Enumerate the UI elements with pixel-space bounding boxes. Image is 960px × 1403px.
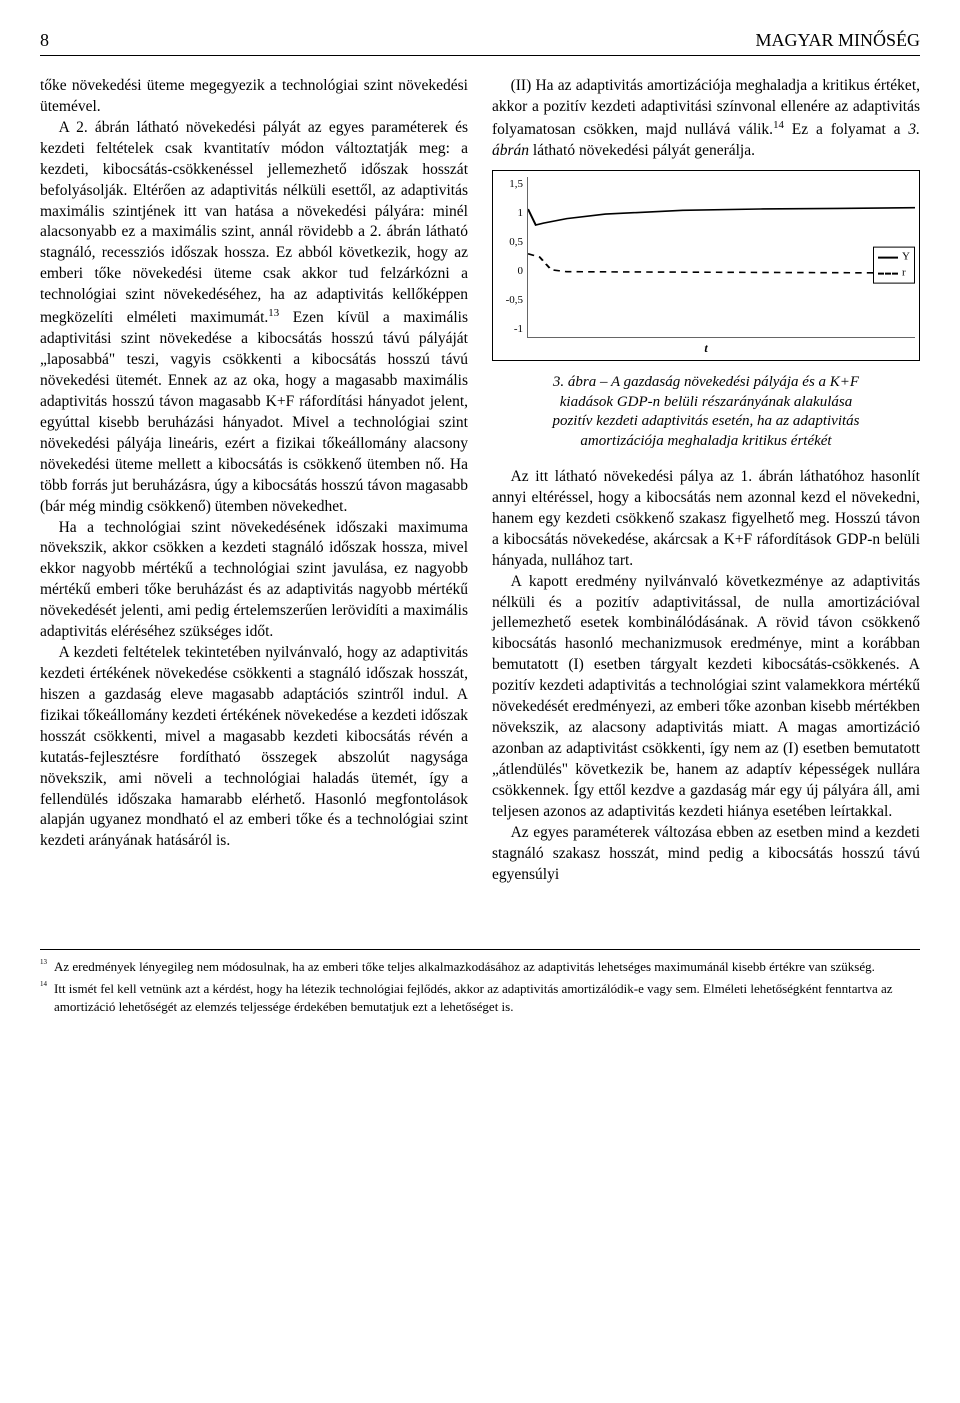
legend-item: Y xyxy=(878,250,910,265)
chart-x-label: t xyxy=(497,340,915,356)
paragraph: A kezdeti feltételek tekintetében nyilvá… xyxy=(40,643,468,852)
paragraph: tőke növekedési üteme megegyezik a techn… xyxy=(40,76,468,118)
solid-line-icon xyxy=(878,257,898,259)
page-header: 8 MAGYAR MINŐSÉG xyxy=(40,30,920,56)
footnote-ref: 14 xyxy=(773,119,784,131)
chart-y-axis: 1,5 1 0,5 0 -0,5 -1 xyxy=(497,177,527,337)
figure-caption: 3. ábra – A gazdaság növekedési pályája … xyxy=(492,373,920,451)
growth-chart: 1,5 1 0,5 0 -0,5 -1 t xyxy=(492,170,920,361)
paragraph: Az itt látható növekedési pálya az 1. áb… xyxy=(492,467,920,572)
paragraph: Ha a technológiai szint növekedésének id… xyxy=(40,518,468,644)
footnote: 14 Itt ismét fel kell vetnünk azt a kérd… xyxy=(40,980,920,1015)
page-number: 8 xyxy=(40,30,49,51)
dashed-line-icon xyxy=(878,272,898,274)
chart-legend: Y r xyxy=(873,247,915,284)
paragraph: A 2. ábrán látható növekedési pályát az … xyxy=(40,118,468,518)
paragraph: A kapott eredmény nyilvánvaló következmé… xyxy=(492,572,920,823)
left-column: tőke növekedési üteme megegyezik a techn… xyxy=(40,76,468,885)
chart-plot-area xyxy=(527,177,915,338)
footnotes: 13 Az eredmények lényegileg nem módosuln… xyxy=(40,949,920,1015)
chart-svg xyxy=(528,177,915,337)
journal-title: MAGYAR MINŐSÉG xyxy=(755,30,920,51)
footnote-number: 13 xyxy=(40,958,54,976)
series-y-line xyxy=(528,208,915,225)
paragraph: (II) Ha az adaptivitás amortizációja meg… xyxy=(492,76,920,162)
series-r-line xyxy=(528,254,915,273)
footnote-number: 14 xyxy=(40,980,54,1015)
legend-item: r xyxy=(878,265,910,280)
right-column: (II) Ha az adaptivitás amortizációja meg… xyxy=(492,76,920,885)
paragraph: Az egyes paraméterek változása ebben az … xyxy=(492,823,920,886)
footnote-ref: 13 xyxy=(268,307,279,319)
footnote: 13 Az eredmények lényegileg nem módosuln… xyxy=(40,958,920,976)
